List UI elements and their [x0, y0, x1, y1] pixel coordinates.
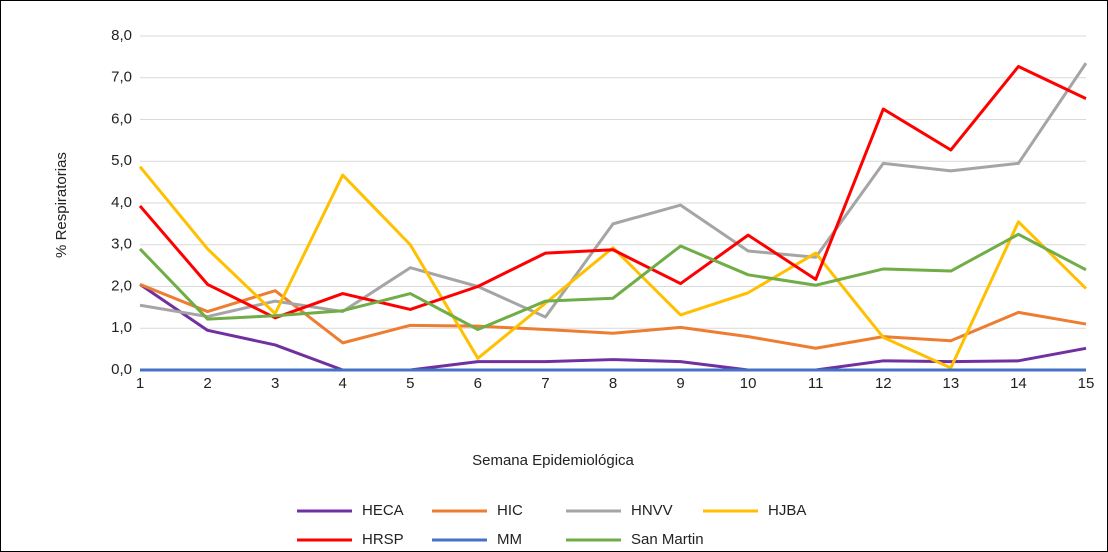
- legend-label: HRSP: [362, 531, 404, 548]
- x-tick-label: 9: [676, 375, 684, 392]
- x-tick-label: 6: [474, 375, 482, 392]
- legend-label: HIC: [497, 502, 523, 519]
- series-line: [139, 283, 1087, 350]
- series-line: [139, 283, 1087, 372]
- y-tick-label: 3,0: [111, 236, 132, 253]
- x-tick-label: 14: [1010, 375, 1027, 392]
- legend-label: HECA: [362, 502, 404, 519]
- x-tick-label: 10: [740, 375, 757, 392]
- x-tick-label: 13: [943, 375, 960, 392]
- legend-label: MM: [497, 531, 522, 548]
- y-tick-label: 6,0: [111, 110, 132, 127]
- x-tick-label: 8: [609, 375, 617, 392]
- series-line: [138, 64, 1087, 320]
- y-axis-label: % Respiratorias: [53, 152, 70, 258]
- x-tick-label: 1: [136, 375, 144, 392]
- x-tick-label: 12: [875, 375, 892, 392]
- legend-label: San Martin: [631, 531, 704, 548]
- series-line: [138, 165, 1088, 370]
- x-tick-label: 2: [203, 375, 211, 392]
- x-tick-label: 5: [406, 375, 414, 392]
- x-tick-label: 3: [271, 375, 279, 392]
- y-tick-label: 2,0: [111, 277, 132, 294]
- legend-label: HNVV: [631, 502, 673, 519]
- series-line: [139, 62, 1088, 319]
- x-tick-label: 4: [339, 375, 347, 392]
- legend-label: HJBA: [768, 502, 806, 519]
- y-tick-label: 8,0: [111, 27, 132, 44]
- y-tick-label: 1,0: [111, 319, 132, 336]
- y-tick-label: 5,0: [111, 152, 132, 169]
- y-tick-label: 4,0: [111, 194, 132, 211]
- x-tick-label: 7: [541, 375, 549, 392]
- y-tick-label: 7,0: [111, 69, 132, 86]
- x-tick-label: 15: [1078, 375, 1095, 392]
- series-line: [138, 232, 1087, 332]
- y-tick-label: 0,0: [111, 361, 132, 378]
- x-tick-label: 11: [808, 375, 824, 392]
- x-axis-label: Semana Epidemiológica: [472, 452, 634, 469]
